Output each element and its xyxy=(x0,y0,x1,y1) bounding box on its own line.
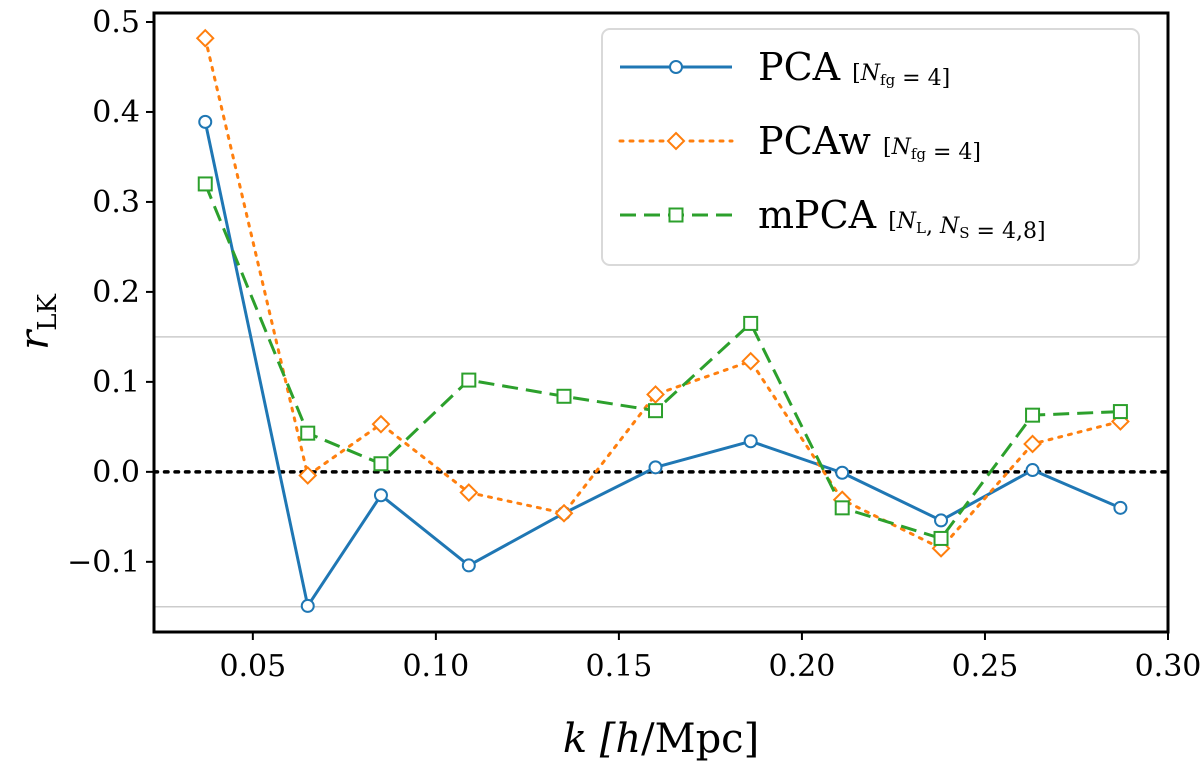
data-point-pcaw xyxy=(554,503,574,523)
y-tick-label: 0.0 xyxy=(92,455,140,490)
data-point-mpca xyxy=(1025,407,1041,423)
data-point-pca xyxy=(934,513,949,528)
data-point-mpca xyxy=(834,500,850,516)
data-point-pcaw xyxy=(741,351,761,371)
legend-marker-pca xyxy=(669,60,683,74)
y-tick-label: 0.1 xyxy=(92,365,140,400)
data-point-pca xyxy=(648,460,663,475)
data-point-mpca xyxy=(373,456,389,472)
data-point-mpca xyxy=(461,372,477,388)
data-point-pca xyxy=(461,558,476,573)
legend-box xyxy=(601,28,1140,266)
series-line-pcaw xyxy=(203,36,1122,550)
data-point-pca xyxy=(373,488,388,503)
y-tick-label: 0.2 xyxy=(92,275,140,310)
data-point-pcaw xyxy=(646,385,665,404)
y-tick-label: 0.3 xyxy=(92,185,140,220)
x-tick-label: 0.20 xyxy=(769,649,836,684)
data-point-mpca xyxy=(1112,404,1128,420)
data-point-mpca xyxy=(197,176,213,192)
legend-marker-mpca xyxy=(668,207,684,223)
y-tick-label: 0.4 xyxy=(92,95,140,130)
x-tick-label: 0.15 xyxy=(586,649,653,684)
data-point-mpca xyxy=(933,530,949,546)
plot-area xyxy=(154,28,1168,613)
data-point-pcaw xyxy=(195,28,215,48)
data-point-mpca xyxy=(648,403,664,419)
data-point-mpca xyxy=(300,425,316,441)
y-tick-label: −0.1 xyxy=(67,545,140,580)
axes: 0.05 0.10 0.15 0.20 0.25 0.30 −0.1 0.0 0.1 0.2 0.3… xyxy=(12,5,1200,761)
legend-marker-pcaw xyxy=(666,131,686,151)
data-point-pca xyxy=(300,598,315,613)
data-point-pcaw xyxy=(298,466,318,485)
data-point-pcaw xyxy=(1023,434,1042,454)
data-point-pca xyxy=(1113,500,1128,515)
legend-label-pcaw: PCAw [Nfg = 4] xyxy=(758,119,981,165)
data-point-mpca xyxy=(743,315,759,331)
x-tick-label: 0.10 xyxy=(402,649,469,684)
x-tick-label: 0.30 xyxy=(1135,649,1200,684)
y-tick-label: 0.5 xyxy=(92,5,140,40)
x-tick-label: 0.25 xyxy=(952,649,1019,684)
legend-label-mpca: mPCA [NL, NS = 4,8] xyxy=(758,193,1046,244)
data-point-mpca xyxy=(556,388,572,404)
x-axis-label: k [h/Mpc] xyxy=(563,716,759,761)
data-point-pca xyxy=(198,114,213,129)
legend: PCA [Nfg = 4] PCAw [Nfg = 4] mPCA [NL, NS … xyxy=(601,28,1140,266)
data-point-pca xyxy=(743,434,758,449)
y-axis-label: rLK xyxy=(12,294,63,350)
data-point-pcaw xyxy=(459,483,479,502)
plot-frame xyxy=(152,11,1170,634)
data-point-pcaw xyxy=(371,414,391,434)
data-point-pca xyxy=(1025,463,1040,478)
legend-label-pca: PCA [Nfg = 4] xyxy=(758,45,950,91)
x-tick-label: 0.05 xyxy=(219,649,286,684)
data-point-pca xyxy=(835,465,850,480)
